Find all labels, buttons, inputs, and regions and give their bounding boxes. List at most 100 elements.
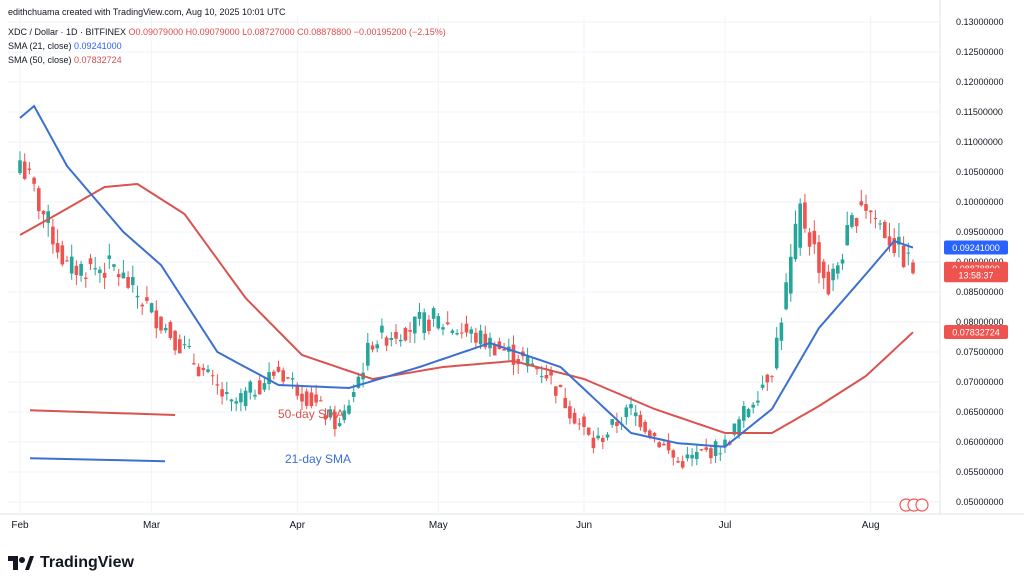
candle-body xyxy=(145,297,149,301)
candle-body xyxy=(511,344,516,365)
candle-body xyxy=(427,319,431,332)
candle-body xyxy=(347,405,351,414)
candle-body xyxy=(868,210,873,213)
candle-body xyxy=(826,271,831,295)
candle-body xyxy=(732,423,737,435)
candle-body xyxy=(88,258,93,265)
candle-body xyxy=(883,221,887,239)
candle-body xyxy=(22,161,27,179)
candle-body xyxy=(201,367,206,371)
sma21-legend[interactable]: SMA (21, close) 0.09241000 xyxy=(8,41,122,51)
candle-body xyxy=(690,454,694,459)
candle-body xyxy=(408,329,412,332)
y-tick-label: 0.11000000 xyxy=(956,137,1003,147)
sma21-label: SMA (21, close) xyxy=(8,41,72,51)
candle-body xyxy=(107,255,112,259)
candle-body xyxy=(135,295,140,298)
candle-body xyxy=(807,232,812,247)
candle-body xyxy=(615,422,619,427)
y-tick-label: 0.13000000 xyxy=(956,17,1004,27)
candle-body xyxy=(756,400,760,403)
sma50-value: 0.07832724 xyxy=(74,55,122,65)
candle-body xyxy=(845,225,849,246)
candle-body xyxy=(638,414,643,428)
candle-body xyxy=(159,316,163,331)
candle-body xyxy=(859,201,864,206)
candle-body xyxy=(173,330,177,351)
x-tick-label: Aug xyxy=(862,520,880,531)
y-tick-label: 0.05500000 xyxy=(956,467,1004,477)
candle-body xyxy=(798,203,802,248)
candle-body xyxy=(666,441,671,451)
candle-body xyxy=(582,416,586,428)
candle-body xyxy=(187,345,191,347)
price-axis[interactable]: 0.05000000 0.05500000 0.06000000 0.06500000… xyxy=(944,17,1008,507)
gridlines xyxy=(0,0,1024,515)
candle-body xyxy=(243,390,248,407)
candle-body xyxy=(229,399,234,402)
candle-body xyxy=(586,427,591,435)
candle-body xyxy=(478,330,483,345)
candle-body xyxy=(450,330,455,333)
candle-body xyxy=(544,374,549,379)
candle-body xyxy=(206,369,210,372)
candle-body xyxy=(864,204,868,211)
candle-body xyxy=(704,447,708,450)
candle-body xyxy=(662,443,666,446)
candle-body xyxy=(633,412,638,417)
candle-body xyxy=(572,412,577,424)
candle-body xyxy=(182,344,187,346)
y-tick-label: 0.08500000 xyxy=(956,287,1004,297)
candle-body xyxy=(149,303,154,313)
candle-body xyxy=(398,339,403,342)
candle-body xyxy=(483,333,488,348)
candle-body xyxy=(375,344,379,349)
y-tick-label: 0.08000000 xyxy=(956,317,1004,327)
candle-body xyxy=(154,310,159,329)
candle-body xyxy=(403,328,408,341)
candle-body xyxy=(27,168,32,170)
candle-body xyxy=(793,223,798,260)
candle-body xyxy=(314,394,318,403)
candle-body xyxy=(196,366,201,377)
candle-body xyxy=(699,449,704,451)
candle-body xyxy=(178,339,182,354)
sma50-legend[interactable]: SMA (50, close) 0.07832724 xyxy=(8,55,122,65)
tradingview-logo[interactable]: TradingView xyxy=(8,554,134,572)
author-text: edithchuama created with TradingView.com… xyxy=(8,7,286,17)
candle-body xyxy=(295,384,300,396)
author-line: edithchuama created with TradingView.com… xyxy=(8,7,286,17)
candle-body xyxy=(878,223,882,225)
candle-body xyxy=(854,217,859,227)
x-tick-label: Feb xyxy=(11,520,29,531)
candle-body xyxy=(55,243,60,253)
candle-body xyxy=(821,261,826,279)
ohlc-text: O0.09079000 H0.09079000 L0.08727000 C0.0… xyxy=(128,27,446,37)
candle-body xyxy=(51,226,55,245)
candle-body xyxy=(549,370,553,376)
candle-body xyxy=(328,409,332,418)
candle-body xyxy=(140,304,144,307)
candle-body xyxy=(803,202,807,229)
candle-body xyxy=(112,264,116,267)
candle-body xyxy=(554,386,558,396)
candle-body xyxy=(713,441,718,457)
candle-body xyxy=(210,375,215,377)
candle-body xyxy=(121,272,126,279)
candle-body xyxy=(643,421,647,432)
candle-body xyxy=(765,374,770,383)
candle-body xyxy=(897,236,901,245)
candle-body xyxy=(333,411,337,430)
candle-body xyxy=(300,393,304,402)
tradingview-mark-icon xyxy=(8,556,34,570)
time-axis[interactable]: Feb Mar Apr May Jun Jul Aug xyxy=(11,520,879,531)
event-icon xyxy=(915,498,929,512)
price-badge xyxy=(944,268,1008,283)
candle-body xyxy=(32,177,36,184)
symbol-text[interactable]: XDC / Dollar · 1D · BITFINEX xyxy=(8,27,127,37)
x-tick-label: Jun xyxy=(576,520,592,531)
candle-body xyxy=(215,384,220,386)
candle-body xyxy=(380,325,384,333)
candle-body xyxy=(812,230,817,245)
